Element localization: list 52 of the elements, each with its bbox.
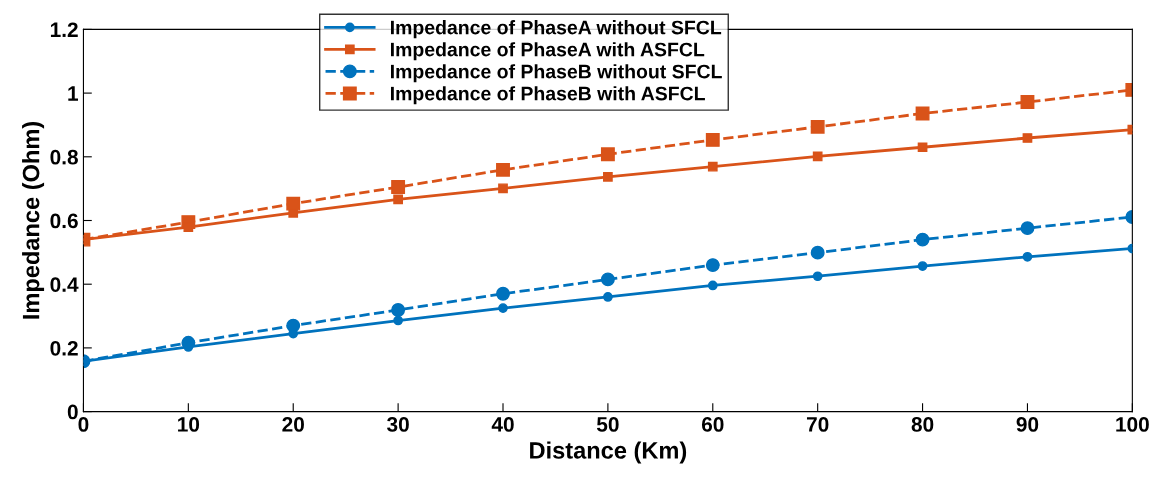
y-axis-title: Impedance (Ohm) <box>22 121 45 319</box>
point <box>917 142 928 153</box>
point <box>915 232 930 247</box>
x-tick-label: 60 <box>701 417 724 432</box>
point <box>707 161 718 172</box>
y-tick-label: 1 <box>68 86 79 101</box>
legend-label: Impedance of PhaseB without SFCL <box>391 64 722 83</box>
point <box>705 132 720 147</box>
point <box>393 194 403 205</box>
x-tick-label: 0 <box>78 417 89 432</box>
point <box>810 119 825 134</box>
point <box>391 303 406 317</box>
point <box>1022 133 1033 143</box>
y-tick-label: 0.6 <box>50 213 78 229</box>
point <box>1020 95 1035 109</box>
point <box>812 151 823 162</box>
point <box>705 258 720 273</box>
y-tick-label: 0.2 <box>50 340 78 356</box>
point <box>1022 251 1033 262</box>
point <box>810 245 825 260</box>
x-tick-label: 40 <box>491 417 514 432</box>
point <box>498 303 508 313</box>
x-tick-label: 20 <box>282 417 304 432</box>
point <box>603 172 613 182</box>
point <box>393 315 403 326</box>
point <box>496 286 510 301</box>
point <box>812 271 823 282</box>
y-tick-label: 1.2 <box>50 22 78 37</box>
point <box>915 106 930 121</box>
y-tick-label: 0.8 <box>50 149 78 165</box>
point <box>603 292 613 302</box>
x-tick-label: 50 <box>596 417 619 432</box>
point <box>498 183 508 194</box>
point <box>600 272 615 287</box>
point <box>1020 221 1035 236</box>
legend-label: Impedance of PhaseA with ASFCL <box>391 42 705 61</box>
point <box>917 261 928 271</box>
legend-label: Impedance of PhaseB with ASFCL <box>391 86 705 105</box>
point <box>600 147 615 162</box>
x-tick-label: 100 <box>1116 417 1149 432</box>
x-tick-label: 80 <box>911 417 934 432</box>
point <box>496 162 510 177</box>
legend-label: Impedance of PhaseA without SFCL <box>391 20 722 39</box>
x-tick-label: 30 <box>387 417 409 432</box>
x-tick-label: 90 <box>1016 417 1039 432</box>
y-tick-label: 0 <box>67 404 78 420</box>
point <box>391 180 406 195</box>
point <box>707 280 718 291</box>
x-axis-title: Distance (Km) <box>530 441 687 464</box>
x-tick-label: 70 <box>806 417 829 432</box>
x-tick-label: 10 <box>178 417 200 432</box>
y-tick-label: 0.4 <box>50 277 79 292</box>
